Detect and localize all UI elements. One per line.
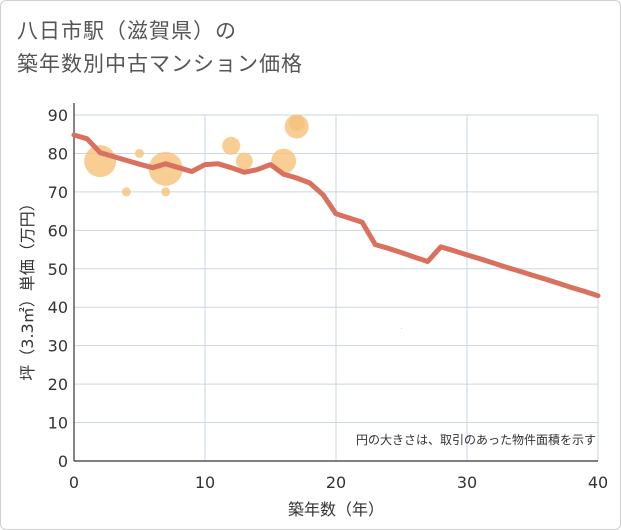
x-tick-label: 30 bbox=[457, 473, 477, 492]
bubble-point bbox=[235, 152, 253, 170]
y-axis-label: 坪（3.3㎡）単価（万円） bbox=[18, 195, 37, 380]
y-tick-label: 30 bbox=[48, 337, 68, 356]
x-axis-label: 築年数（年） bbox=[288, 500, 384, 519]
title-line-2: 築年数別中古マンション価格 bbox=[17, 52, 303, 76]
bubble-point bbox=[161, 187, 171, 197]
y-tick-label: 0 bbox=[58, 452, 68, 471]
y-tick-label: 20 bbox=[48, 375, 68, 394]
y-tick-label: 50 bbox=[48, 260, 68, 279]
x-tick-label: 40 bbox=[588, 473, 608, 492]
bubble-size-note: 円の大きさは、取引のあった物件面積を示す bbox=[356, 432, 596, 447]
y-tick-label: 60 bbox=[48, 221, 68, 240]
bubble-point bbox=[148, 151, 183, 186]
y-tick-label: 80 bbox=[48, 144, 68, 163]
grid bbox=[73, 103, 599, 462]
tick-labels: 0 10 20 30 40 50 60 70 80 90 0 10 20 30 40 bbox=[48, 106, 609, 492]
x-tick-label: 10 bbox=[195, 473, 215, 492]
y-tick-label: 40 bbox=[48, 298, 68, 317]
chart-title: 八日市駅（滋賀県）の 築年数別中古マンション価格 bbox=[17, 15, 303, 81]
bubble-point bbox=[121, 187, 131, 197]
bubble-point bbox=[222, 136, 241, 155]
y-tick-label: 90 bbox=[48, 106, 68, 125]
bubble-point bbox=[288, 114, 305, 131]
x-tick-label: 0 bbox=[69, 473, 79, 492]
x-tick-label: 20 bbox=[326, 473, 346, 492]
line-layer bbox=[71, 132, 601, 299]
y-tick-label: 70 bbox=[48, 183, 68, 202]
y-tick-label: 10 bbox=[48, 414, 68, 433]
price-trend-line bbox=[71, 132, 601, 299]
title-line-1: 八日市駅（滋賀県）の bbox=[17, 19, 237, 43]
bubble-point bbox=[400, 327, 403, 329]
bubble-point bbox=[135, 148, 144, 158]
